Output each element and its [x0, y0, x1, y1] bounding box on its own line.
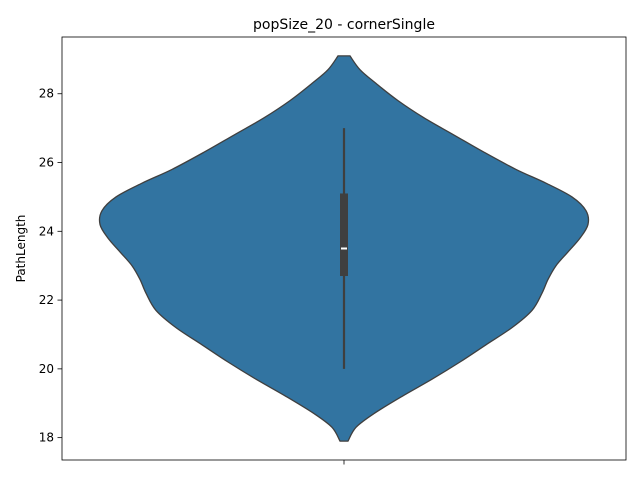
- chart-title: popSize_20 - cornerSingle: [253, 17, 435, 33]
- plot-area: [98, 55, 590, 442]
- y-tick-label: 22: [39, 293, 54, 307]
- y-tick-label: 26: [39, 156, 54, 170]
- y-axis-label: PathLength: [14, 215, 28, 283]
- box-iqr: [340, 193, 348, 277]
- plot-frame: [61, 36, 627, 461]
- y-tick-label: 24: [39, 224, 54, 238]
- y-tick-label: 28: [39, 87, 54, 101]
- y-tick-label: 20: [39, 362, 54, 376]
- y-axis: 18 20 22 24 26 28: [39, 87, 62, 445]
- y-tick-label: 18: [39, 431, 54, 445]
